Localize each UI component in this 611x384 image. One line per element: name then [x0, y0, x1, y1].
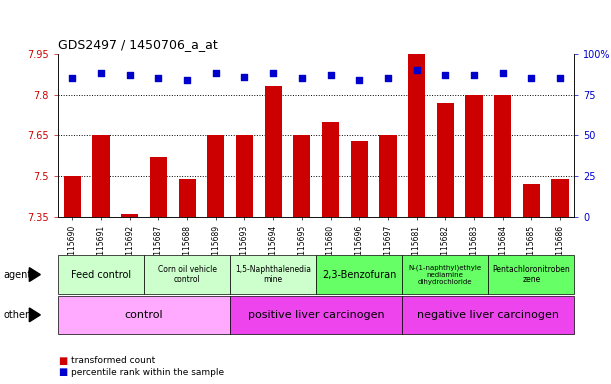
Text: Feed control: Feed control — [71, 270, 131, 280]
Point — [527, 75, 536, 81]
Point — [555, 75, 565, 81]
Text: ■: ■ — [58, 356, 67, 366]
Bar — [236, 136, 253, 217]
Point — [412, 67, 422, 73]
Bar — [494, 94, 511, 217]
Text: transformed count: transformed count — [71, 356, 156, 366]
Point — [383, 75, 393, 81]
Bar — [351, 141, 368, 217]
Text: agent: agent — [3, 270, 31, 280]
Point — [67, 75, 77, 81]
Bar — [379, 136, 397, 217]
Bar — [522, 184, 540, 217]
Point — [240, 73, 249, 79]
Text: N-(1-naphthyl)ethyle
nediamine
dihydrochloride: N-(1-naphthyl)ethyle nediamine dihydroch… — [409, 264, 482, 285]
Text: 1,5-Naphthalenedia
mine: 1,5-Naphthalenedia mine — [235, 265, 311, 284]
Bar — [121, 214, 138, 217]
Bar — [92, 136, 110, 217]
Bar — [207, 136, 224, 217]
Text: GDS2497 / 1450706_a_at: GDS2497 / 1450706_a_at — [58, 38, 218, 51]
Point — [326, 72, 335, 78]
Bar — [64, 176, 81, 217]
Bar — [293, 136, 310, 217]
Bar — [265, 86, 282, 217]
Bar — [437, 103, 454, 217]
Point — [182, 77, 192, 83]
Text: positive liver carcinogen: positive liver carcinogen — [248, 310, 384, 320]
Text: control: control — [125, 310, 163, 320]
Bar — [178, 179, 196, 217]
Bar — [322, 122, 339, 217]
Text: other: other — [3, 310, 29, 320]
Point — [441, 72, 450, 78]
Bar — [551, 179, 569, 217]
Point — [498, 70, 508, 76]
Bar — [408, 54, 425, 217]
Text: negative liver carcinogen: negative liver carcinogen — [417, 310, 559, 320]
Text: Corn oil vehicle
control: Corn oil vehicle control — [158, 265, 217, 284]
Text: 2,3-Benzofuran: 2,3-Benzofuran — [322, 270, 397, 280]
Bar — [466, 94, 483, 217]
Point — [125, 72, 134, 78]
Point — [96, 70, 106, 76]
Text: ■: ■ — [58, 367, 67, 377]
Text: Pentachloronitroben
zene: Pentachloronitroben zene — [492, 265, 570, 284]
Point — [153, 75, 163, 81]
Point — [211, 70, 221, 76]
Point — [354, 77, 364, 83]
Point — [469, 72, 479, 78]
Point — [268, 70, 278, 76]
Bar — [150, 157, 167, 217]
Point — [297, 75, 307, 81]
Text: percentile rank within the sample: percentile rank within the sample — [71, 368, 225, 377]
